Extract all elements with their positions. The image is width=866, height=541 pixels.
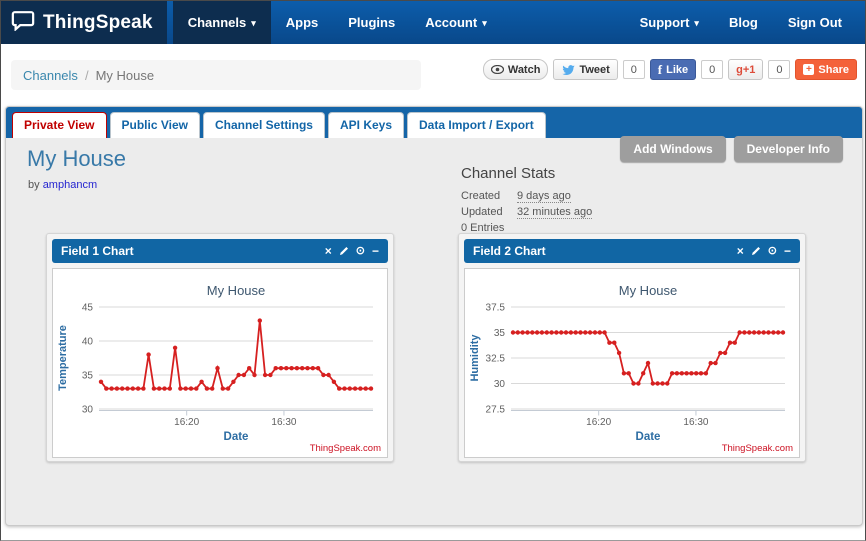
svg-text:16:20: 16:20	[174, 417, 199, 428]
svg-text:Date: Date	[224, 431, 249, 443]
field1-chart-header: Field 1 Chart × ⊙ −	[52, 239, 388, 263]
collapse-icon[interactable]: −	[783, 244, 791, 258]
google-plus-one-button[interactable]: g+1	[728, 59, 764, 80]
breadcrumb-separator: /	[84, 67, 89, 83]
breadcrumb-current: My House	[95, 67, 155, 83]
svg-text:16:30: 16:30	[271, 417, 296, 428]
nav-item-channels[interactable]: Channels ▾	[172, 1, 271, 44]
nav-item-blog[interactable]: Blog	[728, 15, 758, 30]
chevron-down-icon: ▾	[251, 18, 256, 28]
svg-text:My House: My House	[619, 283, 678, 298]
channel-stats: Channel Stats Created 9 days ago Updated…	[461, 165, 593, 234]
close-icon[interactable]: ×	[736, 244, 744, 258]
nav-item-support[interactable]: Support ▾	[639, 15, 699, 30]
svg-text:30: 30	[82, 405, 94, 416]
collapse-icon[interactable]: −	[371, 244, 379, 258]
svg-text:37.5: 37.5	[486, 303, 506, 314]
chevron-down-icon: ▾	[694, 18, 699, 28]
brand-logo[interactable]: ThingSpeak	[1, 1, 167, 44]
developer-info-button[interactable]: Developer Info	[733, 136, 843, 162]
facebook-like-button[interactable]: f Like	[649, 59, 697, 80]
tweet-count: 0	[622, 60, 645, 79]
breadcrumb-row: Channels / My House Watch	[1, 44, 865, 106]
tab-data-import-export[interactable]: Data Import / Export	[407, 112, 546, 138]
byline: by amphancm	[28, 179, 98, 191]
like-count: 0	[701, 60, 724, 79]
nav-right: Support ▾ Blog Sign Out	[625, 1, 865, 44]
author-link[interactable]: amphancm	[42, 179, 98, 191]
stat-created: Created 9 days ago	[461, 190, 571, 203]
svg-text:35: 35	[494, 328, 506, 339]
stat-updated: Updated 32 minutes ago	[461, 206, 593, 219]
svg-text:45: 45	[82, 303, 94, 314]
channel-panel: Private View Public View Channel Setting…	[5, 106, 863, 526]
share-plus-icon: +	[803, 64, 815, 75]
tab-api-keys[interactable]: API Keys	[327, 112, 405, 138]
tab-channel-settings[interactable]: Channel Settings	[202, 112, 325, 138]
close-icon[interactable]: ×	[324, 244, 332, 258]
edit-icon[interactable]	[751, 246, 761, 256]
field2-chart-card: Field 2 Chart × ⊙ − My House 27.5 30 32.5 35…	[458, 233, 806, 462]
tab-bar: Private View Public View Channel Setting…	[6, 107, 862, 138]
field2-chart-canvas: My House 27.5 30 32.5 35 37.5 16:20 16:30 Humidi…	[465, 269, 799, 457]
add-windows-button[interactable]: Add Windows	[620, 136, 726, 162]
nav-item-account[interactable]: Account ▾	[425, 15, 487, 30]
svg-text:My House: My House	[207, 283, 266, 298]
svg-text:ThingSpeak.com: ThingSpeak.com	[310, 443, 381, 454]
share-button[interactable]: + Share	[795, 59, 857, 80]
chevron-down-icon: ▾	[482, 18, 487, 28]
breadcrumb-channels-link[interactable]: Channels	[23, 67, 78, 83]
svg-text:32.5: 32.5	[486, 354, 506, 365]
nav-item-plugins[interactable]: Plugins	[348, 15, 396, 30]
svg-text:Humidity: Humidity	[469, 334, 481, 382]
updated-value: 32 minutes ago	[517, 206, 593, 219]
navbar: ThingSpeak Channels ▾ Apps Plugins Accou…	[1, 1, 865, 44]
export-icon[interactable]: ⊙	[767, 245, 777, 257]
social-bar: Watch Tweet 0 f Like 0 g+1 0 + Share	[482, 59, 857, 80]
svg-text:ThingSpeak.com: ThingSpeak.com	[722, 443, 793, 454]
nav-item-apps[interactable]: Apps	[285, 15, 319, 30]
breadcrumb: Channels / My House	[11, 60, 421, 90]
created-value: 9 days ago	[517, 190, 571, 203]
field1-chart-canvas: My House 30 35 40 45 16:20 16:30 Temperature Dat…	[53, 269, 387, 457]
nav-items: Channels ▾ Apps Plugins Account ▾	[172, 1, 502, 44]
speech-bubble-icon	[11, 10, 35, 36]
entries-count: 0 Entries	[461, 222, 505, 234]
edit-icon[interactable]	[339, 246, 349, 256]
tab-private-view[interactable]: Private View	[12, 112, 107, 138]
facebook-icon: f	[657, 61, 663, 77]
window-controls: × ⊙ −	[324, 244, 379, 258]
svg-text:27.5: 27.5	[486, 405, 506, 416]
page-title: My House	[27, 146, 127, 171]
field2-chart-header: Field 2 Chart × ⊙ −	[464, 239, 800, 263]
svg-text:Date: Date	[636, 431, 661, 443]
plusone-count: 0	[768, 60, 791, 79]
svg-text:30: 30	[494, 379, 506, 390]
svg-text:16:20: 16:20	[586, 417, 611, 428]
export-icon[interactable]: ⊙	[355, 245, 365, 257]
svg-text:40: 40	[82, 337, 94, 348]
window-controls: × ⊙ −	[736, 244, 791, 258]
tab-public-view[interactable]: Public View	[109, 112, 200, 138]
action-buttons: Add Windows Developer Info	[620, 136, 843, 162]
svg-text:Temperature: Temperature	[57, 325, 69, 391]
stats-heading: Channel Stats	[461, 165, 556, 182]
twitter-bird-icon	[561, 64, 575, 76]
svg-text:35: 35	[82, 371, 94, 382]
svg-text:16:30: 16:30	[683, 417, 708, 428]
nav-item-sign-out[interactable]: Sign Out	[787, 15, 842, 30]
field1-chart-card: Field 1 Chart × ⊙ − My House 30 35 40 45 16:2…	[46, 233, 394, 462]
eye-icon	[490, 65, 504, 74]
field2-chart: My House 27.5 30 32.5 35 37.5 16:20 16:30 Humidi…	[464, 268, 800, 458]
tweet-button[interactable]: Tweet	[553, 59, 618, 80]
watch-button[interactable]: Watch	[482, 59, 549, 80]
field1-chart: My House 30 35 40 45 16:20 16:30 Temperature Dat…	[52, 268, 388, 458]
brand-name: ThingSpeak	[43, 11, 153, 33]
